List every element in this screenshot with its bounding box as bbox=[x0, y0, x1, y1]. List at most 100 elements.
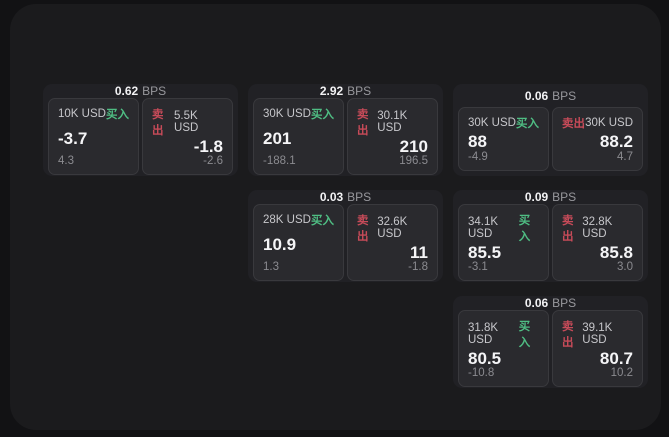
sell-price-value: -1.8 bbox=[193, 137, 223, 156]
bps-value: 0.06 bbox=[524, 88, 549, 103]
buy-amount-label: 28K USD bbox=[263, 214, 311, 226]
card-header: 0.03 BPS bbox=[248, 190, 443, 204]
buy-tile-header: 28K USD 买入 bbox=[263, 212, 334, 228]
sell-amount-label: 5.5K USD bbox=[174, 110, 199, 134]
card-body: 30K USD 买入 88 -4.9 卖出 30K USD 88.2 4.7 bbox=[453, 107, 648, 176]
sell-delta-value: -2.6 bbox=[203, 155, 223, 167]
quote-card: 0.06 BPS 30K USD 买入 88 -4.9 卖出 30K USD bbox=[453, 84, 648, 176]
buy-delta-value: -188.1 bbox=[263, 155, 296, 167]
card-header: 0.62 BPS bbox=[43, 84, 238, 98]
card-body: 30K USD 买入 201 -188.1 卖出 30.1K USD 210 1… bbox=[248, 98, 443, 180]
sell-amount-label: 32.6K USD bbox=[377, 216, 408, 240]
sell-price-value: 88.2 bbox=[599, 131, 633, 151]
sell-tile-header: 卖出 39.1K USD bbox=[562, 318, 633, 350]
sell-delta-value: 3.0 bbox=[617, 261, 633, 273]
buy-price-value: -3.7 bbox=[58, 129, 88, 148]
sell-delta-value: 10.2 bbox=[610, 367, 633, 379]
app-panel: 0.62 BPS 10K USD 买入 -3.7 4.3 卖出 5.5K USD bbox=[10, 4, 661, 430]
bps-value: 0.06 bbox=[524, 296, 549, 310]
sell-quote-tile[interactable]: 卖出 32.6K USD 11 -1.8 bbox=[347, 204, 438, 281]
sell-badge: 卖出 bbox=[357, 109, 369, 137]
buy-quote-tile[interactable]: 31.8K USD 买入 80.5 -10.8 bbox=[458, 310, 549, 387]
buy-quote-tile[interactable]: 30K USD 买入 201 -188.1 bbox=[253, 98, 344, 175]
buy-delta-value: -3.1 bbox=[468, 261, 488, 273]
card-body: 34.1K USD 买入 85.5 -3.1 卖出 32.8K USD 85.8… bbox=[453, 204, 648, 286]
buy-amount-label: 10K USD bbox=[58, 108, 106, 120]
sell-badge: 卖出 bbox=[562, 321, 574, 349]
sell-price-value: 210 bbox=[399, 137, 428, 156]
buy-amount-label: 31.8K USD bbox=[468, 322, 499, 346]
sell-tile-header: 卖出 30K USD bbox=[562, 115, 633, 131]
bps-suffix-label: BPS bbox=[142, 84, 167, 98]
quote-cards-grid: 0.62 BPS 10K USD 买入 -3.7 4.3 卖出 5.5K USD bbox=[43, 84, 648, 388]
buy-quote-tile[interactable]: 34.1K USD 买入 85.5 -3.1 bbox=[458, 204, 549, 281]
quote-card: 0.06 BPS 31.8K USD 买入 80.5 -10.8 卖出 39.1… bbox=[453, 296, 648, 388]
bps-value: 0.03 bbox=[319, 190, 344, 204]
sell-badge: 卖出 bbox=[152, 109, 164, 137]
bps-suffix-label: BPS bbox=[552, 190, 577, 204]
sell-amount-label: 30.1K USD bbox=[377, 110, 408, 134]
buy-tile-header: 30K USD 买入 bbox=[263, 106, 334, 122]
bps-suffix-label: BPS bbox=[347, 190, 372, 204]
buy-badge: 买入 bbox=[311, 215, 334, 227]
buy-tile-header: 31.8K USD 买入 bbox=[468, 318, 539, 350]
bps-value: 0.09 bbox=[524, 190, 549, 204]
sell-quote-tile[interactable]: 卖出 30K USD 88.2 4.7 bbox=[552, 107, 643, 171]
sell-tile-header: 卖出 30.1K USD bbox=[357, 106, 428, 138]
sell-amount-label: 30K USD bbox=[585, 117, 633, 129]
sell-delta-value: 4.7 bbox=[617, 151, 633, 163]
sell-tile-header: 卖出 32.6K USD bbox=[357, 212, 428, 244]
buy-tile-header: 10K USD 买入 bbox=[58, 106, 129, 122]
bps-value: 0.62 bbox=[114, 84, 139, 98]
sell-tile-header: 卖出 5.5K USD bbox=[152, 106, 223, 138]
sell-quote-tile[interactable]: 卖出 30.1K USD 210 196.5 bbox=[347, 98, 438, 175]
sell-price-value: 80.7 bbox=[599, 349, 633, 368]
buy-price-value: 85.5 bbox=[468, 243, 502, 262]
quote-card: 0.09 BPS 34.1K USD 买入 85.5 -3.1 卖出 32.8K… bbox=[453, 190, 648, 282]
card-header: 0.09 BPS bbox=[453, 190, 648, 204]
sell-quote-tile[interactable]: 卖出 32.8K USD 85.8 3.0 bbox=[552, 204, 643, 281]
buy-delta-value: -10.8 bbox=[468, 367, 495, 379]
sell-amount-label: 39.1K USD bbox=[582, 322, 613, 346]
bps-suffix-label: BPS bbox=[552, 88, 577, 103]
card-body: 31.8K USD 买入 80.5 -10.8 卖出 39.1K USD 80.… bbox=[453, 310, 648, 392]
buy-badge: 买入 bbox=[516, 118, 539, 130]
quote-card: 0.62 BPS 10K USD 买入 -3.7 4.3 卖出 5.5K USD bbox=[43, 84, 238, 176]
buy-amount-label: 30K USD bbox=[468, 117, 516, 129]
buy-tile-header: 30K USD 买入 bbox=[468, 115, 539, 131]
card-body: 28K USD 买入 10.9 1.3 卖出 32.6K USD 11 -1.8 bbox=[248, 204, 443, 286]
sell-tile-header: 卖出 32.8K USD bbox=[562, 212, 633, 244]
buy-delta-value: 1.3 bbox=[263, 261, 279, 273]
buy-quote-tile[interactable]: 30K USD 买入 88 -4.9 bbox=[458, 107, 549, 171]
buy-amount-label: 30K USD bbox=[263, 108, 311, 120]
buy-amount-label: 34.1K USD bbox=[468, 216, 499, 240]
buy-quote-tile[interactable]: 10K USD 买入 -3.7 4.3 bbox=[48, 98, 139, 175]
buy-price-value: 80.5 bbox=[468, 349, 502, 368]
buy-price-value: 88 bbox=[468, 131, 487, 151]
sell-badge: 卖出 bbox=[357, 215, 369, 243]
buy-delta-value: 4.3 bbox=[58, 155, 74, 167]
buy-delta-value: -4.9 bbox=[468, 151, 488, 163]
buy-quote-tile[interactable]: 28K USD 买入 10.9 1.3 bbox=[253, 204, 344, 281]
bps-value: 2.92 bbox=[319, 84, 344, 98]
sell-badge: 卖出 bbox=[562, 118, 585, 130]
buy-badge: 买入 bbox=[311, 109, 334, 121]
buy-badge: 买入 bbox=[106, 109, 129, 121]
sell-quote-tile[interactable]: 卖出 5.5K USD -1.8 -2.6 bbox=[142, 98, 233, 175]
bps-suffix-label: BPS bbox=[552, 296, 577, 310]
buy-tile-header: 34.1K USD 买入 bbox=[468, 212, 539, 244]
sell-delta-value: -1.8 bbox=[408, 261, 428, 273]
sell-price-value: 11 bbox=[410, 243, 428, 262]
quote-card: 0.03 BPS 28K USD 买入 10.9 1.3 卖出 32.6K US… bbox=[248, 190, 443, 282]
card-header: 0.06 BPS bbox=[453, 296, 648, 310]
buy-badge: 买入 bbox=[518, 215, 531, 243]
buy-badge: 买入 bbox=[518, 321, 531, 349]
sell-badge: 卖出 bbox=[562, 215, 574, 243]
sell-delta-value: 196.5 bbox=[399, 155, 428, 167]
card-header: 0.06 BPS bbox=[453, 84, 648, 107]
quote-card: 2.92 BPS 30K USD 买入 201 -188.1 卖出 30.1K … bbox=[248, 84, 443, 176]
buy-price-value: 10.9 bbox=[263, 235, 297, 254]
card-body: 10K USD 买入 -3.7 4.3 卖出 5.5K USD -1.8 -2.… bbox=[43, 98, 238, 180]
sell-quote-tile[interactable]: 卖出 39.1K USD 80.7 10.2 bbox=[552, 310, 643, 387]
sell-amount-label: 32.8K USD bbox=[582, 216, 613, 240]
